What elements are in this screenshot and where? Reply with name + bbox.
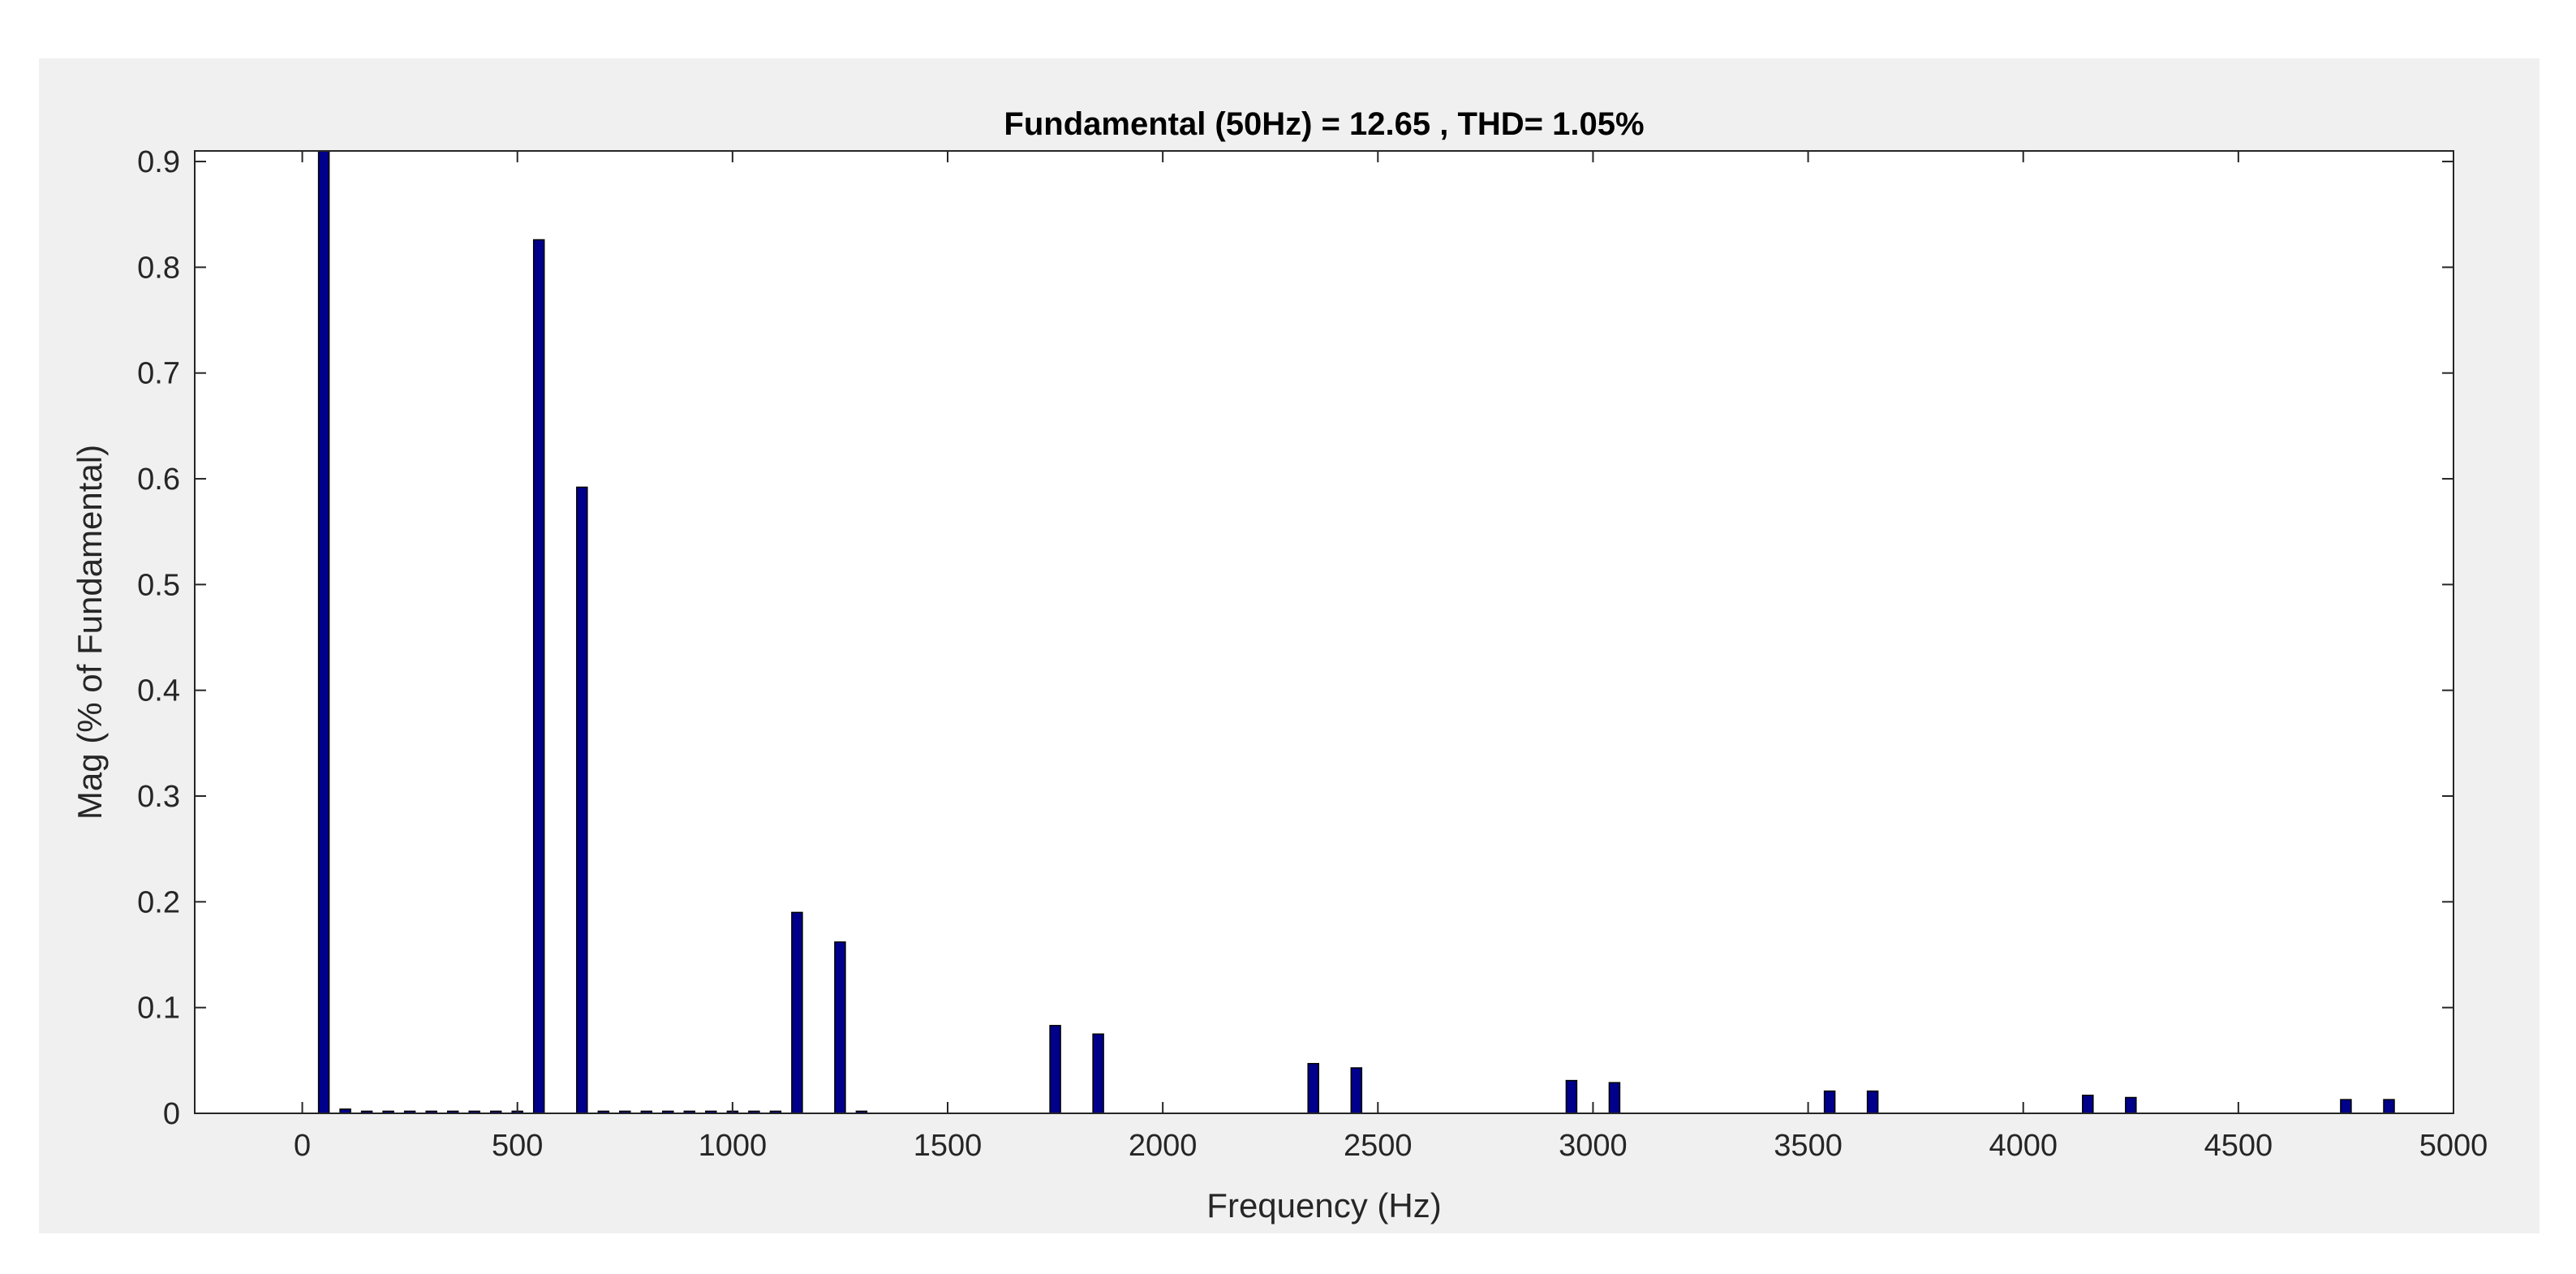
bar-1150hz: [791, 911, 803, 1114]
plot-area: [195, 151, 2453, 1113]
bar-3650hz: [1866, 1090, 1879, 1114]
bar-50hz: [317, 150, 330, 1114]
bar-1250hz: [834, 941, 846, 1114]
x-tick-label: 3500: [1774, 1129, 1843, 1163]
x-tick-label: 1000: [699, 1129, 768, 1163]
bar-550hz: [532, 239, 545, 1114]
bar-4850hz: [2383, 1099, 2395, 1114]
y-tick-label: 0.7: [137, 357, 180, 391]
x-tick-label: 500: [492, 1129, 543, 1163]
x-tick-label: 4000: [1989, 1129, 2058, 1163]
bar-1850hz: [1092, 1033, 1104, 1114]
x-tick-label: 2500: [1344, 1129, 1413, 1163]
y-tick-label: 0.2: [137, 885, 180, 919]
y-tick-label: 0: [163, 1097, 180, 1131]
y-tick-label: 0.3: [137, 780, 180, 814]
x-tick-label: 5000: [2419, 1129, 2488, 1163]
bar-650hz: [576, 486, 588, 1114]
bar-2450hz: [1350, 1067, 1363, 1114]
y-axis-label: Mag (% of Fundamental): [71, 445, 109, 820]
x-tick-label: 2000: [1129, 1129, 1198, 1163]
y-tick-label: 0.4: [137, 674, 180, 708]
bar-4750hz: [2340, 1099, 2352, 1114]
y-tick-label: 0.6: [137, 463, 180, 497]
x-axis-label: Frequency (Hz): [1206, 1186, 1441, 1225]
plot-frame: [194, 150, 2454, 1114]
bar-4150hz: [2082, 1095, 2094, 1114]
bar-1750hz: [1049, 1025, 1061, 1114]
y-tick-label: 0.1: [137, 992, 180, 1026]
x-tick-label: 0: [294, 1129, 311, 1163]
x-tick-label: 3000: [1559, 1129, 1628, 1163]
x-tick-label: 1500: [914, 1129, 983, 1163]
bar-2350hz: [1307, 1062, 1319, 1114]
x-tick-label: 4500: [2204, 1129, 2273, 1163]
bars-layer: [317, 150, 2395, 1114]
bar-2950hz: [1565, 1079, 1578, 1114]
y-tick-label: 0.9: [137, 145, 180, 179]
bar-4250hz: [2125, 1096, 2137, 1114]
chart-title: Fundamental (50Hz) = 12.65 , THD= 1.05%: [1004, 106, 1644, 142]
bar-3050hz: [1608, 1082, 1621, 1114]
bar-3550hz: [1823, 1090, 1836, 1114]
y-tick-label: 0.8: [137, 251, 180, 285]
y-tick-label: 0.5: [137, 568, 180, 602]
